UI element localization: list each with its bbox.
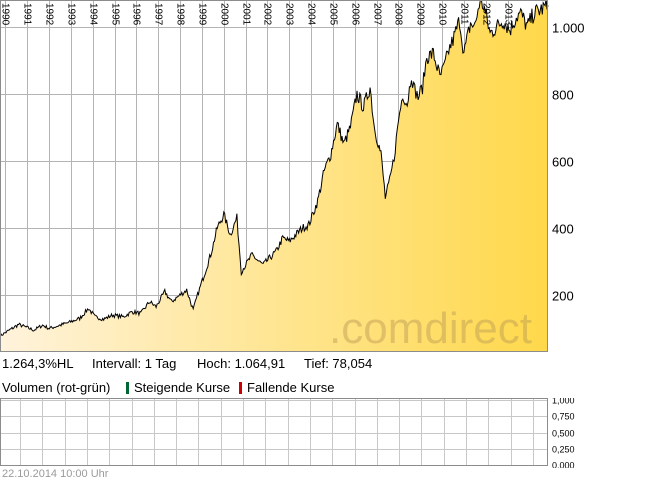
- price-info-bar: 1.264,3%HL Intervall: 1 Tag Hoch: 1.064,…: [0, 354, 548, 374]
- x-tick-label: 2009: [415, 3, 426, 26]
- x-tick-label: 2011: [459, 3, 470, 25]
- rising-legend: Steigende Kurse: [134, 380, 231, 395]
- y-tick-label: 200: [552, 289, 574, 304]
- x-tick-label: 2008: [393, 3, 404, 26]
- x-tick-label: 1996: [131, 3, 142, 26]
- x-tick-label: 1993: [66, 3, 77, 26]
- volume-title: Volumen (rot-grün): [2, 380, 111, 395]
- high-value: Hoch: 1.064,91: [197, 356, 286, 371]
- volume-y-tick-label: 0,000: [552, 461, 575, 469]
- volume-grid: [0, 398, 548, 466]
- y-tick-label: 400: [552, 222, 574, 237]
- volume-y-tick-label: 1,000: [552, 398, 575, 406]
- volume-plot-background: [0, 398, 548, 466]
- volume-plot-border: [0, 398, 548, 466]
- x-tick-label: 1992: [44, 3, 55, 26]
- price-area: [0, 0, 548, 352]
- volume-chart: 0,000 0,250 0,500 0,750 1,000: [0, 398, 575, 468]
- volume-header: Volumen (rot-grün) Steigende Kurse Falle…: [0, 379, 548, 397]
- interval-label: Intervall: 1 Tag: [92, 356, 177, 371]
- x-tick-label: 2006: [350, 3, 361, 26]
- x-tick-label: 2007: [372, 3, 383, 26]
- x-tick-label: 2004: [306, 3, 317, 26]
- falling-swatch: [239, 382, 242, 394]
- y-tick-label: 600: [552, 155, 574, 170]
- x-tick-label: 1999: [197, 3, 208, 26]
- y-tick-label: 800: [552, 88, 574, 103]
- y-tick-label: 1.000: [552, 21, 585, 36]
- x-tick-label: 1995: [110, 3, 121, 26]
- x-tick-label: 2012: [481, 3, 492, 26]
- x-tick-label: 2002: [262, 3, 273, 26]
- change-percent: 1.264,3%HL: [2, 356, 74, 371]
- x-tick-label: 1990: [0, 3, 11, 26]
- x-tick-label: 2005: [328, 3, 339, 26]
- falling-legend: Fallende Kurse: [247, 380, 335, 395]
- volume-y-tick-label: 0,250: [552, 445, 575, 455]
- volume-y-tick-label: 0,500: [552, 429, 575, 439]
- volume-y-labels: 0,000 0,250 0,500 0,750 1,000: [552, 398, 575, 468]
- volume-y-tick-label: 0,750: [552, 412, 575, 422]
- rising-swatch: [126, 382, 129, 394]
- price-line: [0, 0, 549, 338]
- plot-border: [0, 0, 548, 352]
- x-tick-label: 2001: [241, 3, 252, 26]
- x-tick-label: 2010: [437, 3, 448, 26]
- x-tick-label: 2000: [219, 3, 230, 26]
- timestamp: 22.10.2014 10:00 Uhr: [2, 468, 109, 480]
- x-tick-label: 1994: [88, 3, 99, 26]
- low-value: Tief: 78,054: [304, 356, 373, 371]
- x-tick-label: 1991: [22, 3, 33, 26]
- price-chart: 1990 1991 1992 1993 1994 1995 1996 1997 1998 1999…: [0, 0, 585, 353]
- x-tick-label: 1997: [153, 3, 164, 26]
- x-tick-label: 2013: [503, 3, 514, 26]
- watermark-logo: .comdirect: [329, 304, 532, 353]
- y-axis-labels: 200 400 600 800 1.000: [552, 21, 585, 304]
- x-tick-label: 1998: [175, 3, 186, 26]
- x-axis-labels: 1990 1991 1992 1993 1994 1995 1996 1997 1998 1999…: [0, 3, 514, 26]
- x-tick-label: 2003: [284, 3, 295, 26]
